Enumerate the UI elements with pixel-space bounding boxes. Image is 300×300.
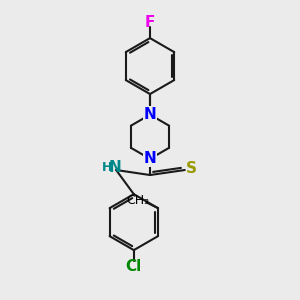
Text: CH₃: CH₃ <box>126 194 150 207</box>
Text: F: F <box>145 15 155 30</box>
Text: S: S <box>186 161 197 176</box>
Text: Cl: Cl <box>126 260 142 274</box>
Text: N: N <box>108 160 121 175</box>
Text: H: H <box>101 160 112 174</box>
Text: N: N <box>144 151 156 166</box>
Text: N: N <box>144 107 156 122</box>
